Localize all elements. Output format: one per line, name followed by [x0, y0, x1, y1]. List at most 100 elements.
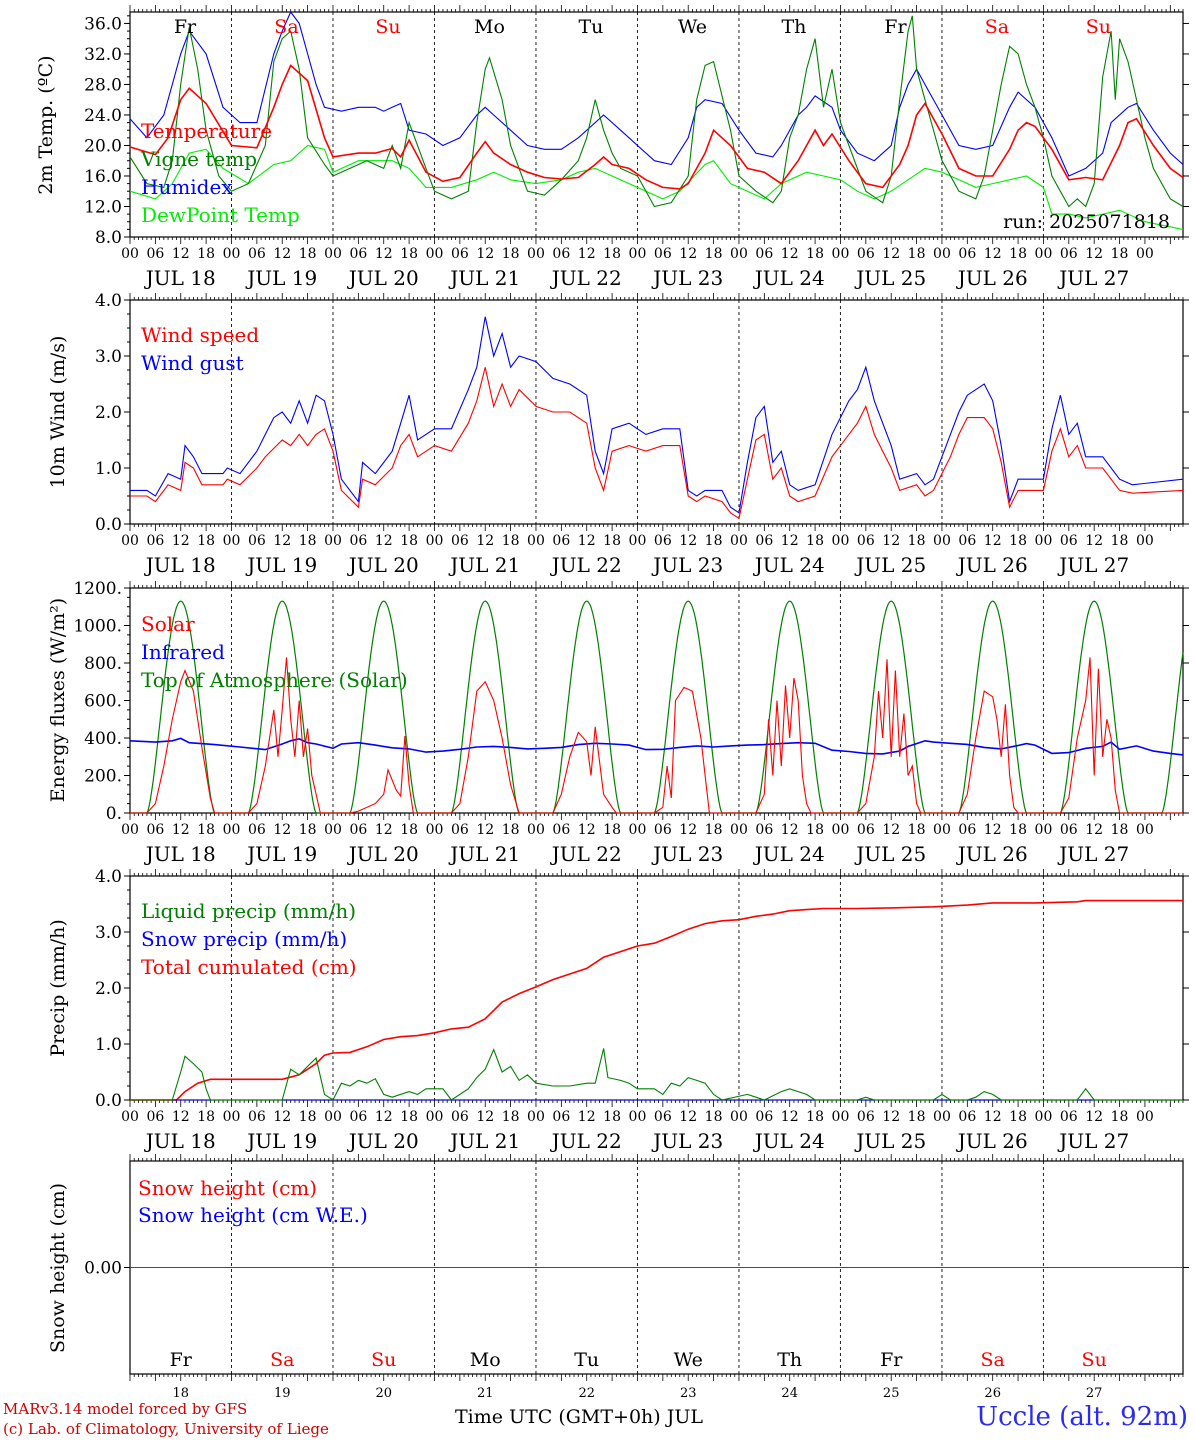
humidex-line [129, 10, 1184, 177]
y-tick-label: 4.0 [95, 867, 122, 887]
weekday-label-top: Fr [174, 16, 197, 38]
y-axis-label: 2m Temp. (ºC) [35, 55, 57, 194]
legend-entry: DewPoint Temp [141, 203, 300, 227]
y-tick-label: 0. [106, 804, 122, 824]
x-tick-label: 12 [984, 822, 1002, 838]
x-tick-label: 00 [527, 822, 545, 838]
weekday-label-bottom: Tu [574, 1349, 599, 1371]
panel-3: 0. 200. 400. 600. 800. 1000. 1200. 00 06 12 18 00 06… [47, 579, 1189, 866]
x-tick-label: 00 [1035, 822, 1053, 838]
x-tick-label: 06 [248, 246, 266, 262]
x-tick-label: 06 [857, 246, 875, 262]
day-label: JUL 20 [347, 266, 419, 290]
y-axis-label: Energy fluxes (W/m²) [47, 598, 69, 802]
x-tick-label: 12 [679, 1109, 697, 1125]
panel-2: 0.0 1.0 2.0 3.0 4.0 00 06 12 18 00 06 12 18 00 06 12 18 0… [47, 291, 1189, 577]
x-tick-label: 12 [781, 1109, 799, 1125]
legend-entry: Humidex [141, 175, 233, 199]
x-tick-label: 12 [781, 533, 799, 549]
day-label: JUL 20 [347, 553, 419, 577]
legend-entry: Snow height (cm W.E.) [138, 1203, 368, 1227]
x-tick-label: 00 [121, 822, 139, 838]
y-tick-label: 1.0 [95, 459, 122, 479]
x-tick-label: 18 [400, 1109, 418, 1125]
time-axis-label: Time UTC (GMT+0h) JUL [455, 1406, 703, 1428]
x-tick-label: 06 [755, 1109, 773, 1125]
x-tick-label: 06 [248, 822, 266, 838]
x-tick-label: 18 [705, 822, 723, 838]
y-tick-label: 2.0 [95, 979, 122, 999]
x-tick-label: 18 [1009, 822, 1027, 838]
x-tick-label: 12 [679, 533, 697, 549]
x-tick-label: 12 [476, 822, 494, 838]
x-tick-label: 18 [197, 822, 215, 838]
x-tick-label: 18 [1009, 1109, 1027, 1125]
x-tick-label: 00 [629, 1109, 647, 1125]
x-tick-label: 12 [476, 246, 494, 262]
x-tick-label: 18 [705, 533, 723, 549]
x-tick-label: 18 [197, 1109, 215, 1125]
legend-entry: Top of Atmosphere (Solar) [141, 668, 408, 692]
x-tick-label: 06 [146, 533, 164, 549]
liquid-precip-mm-h-line [130, 1048, 1183, 1101]
x-tick-label: 12 [1085, 246, 1103, 262]
weekday-label-bottom: Su [371, 1349, 396, 1371]
x-tick-label: 00 [426, 533, 444, 549]
x-tick-label: 00 [730, 533, 748, 549]
x-tick-label: 18 [1111, 1109, 1129, 1125]
x-tick-label: 06 [146, 1109, 164, 1125]
weekday-label-top: We [678, 16, 707, 38]
day-label: JUL 18 [144, 553, 216, 577]
day-label: JUL 26 [956, 1129, 1028, 1153]
x-tick-label: 00 [426, 246, 444, 262]
weekday-label-top: Mo [474, 16, 505, 38]
y-tick-label: 1200. [73, 579, 122, 599]
day-number: 18 [172, 1386, 189, 1400]
y-tick-label: 3.0 [95, 923, 122, 943]
x-tick-label: 18 [502, 822, 520, 838]
weekday-label-top: Su [1086, 16, 1111, 38]
x-tick-label: 06 [552, 822, 570, 838]
x-tick-label: 00 [121, 1109, 139, 1125]
day-number: 25 [883, 1386, 900, 1400]
day-label: JUL 22 [550, 553, 622, 577]
plot-frame [129, 299, 1184, 525]
wind-gust-line [130, 316, 1184, 514]
day-label: JUL 21 [448, 1129, 520, 1153]
x-tick-label: 12 [375, 246, 393, 262]
day-label: JUL 23 [651, 553, 723, 577]
day-label: JUL 23 [651, 1129, 723, 1153]
x-tick-label: 12 [273, 1109, 291, 1125]
x-tick-label: 12 [273, 822, 291, 838]
x-tick-label: 00 [1136, 1109, 1154, 1125]
x-tick-label: 12 [984, 246, 1002, 262]
x-tick-label: 18 [1111, 533, 1129, 549]
x-tick-label: 12 [578, 822, 596, 838]
y-axis-label: 10m Wind (m/s) [47, 336, 69, 489]
x-tick-label: 12 [172, 1109, 190, 1125]
x-tick-label: 12 [1085, 1109, 1103, 1125]
x-tick-label: 06 [451, 1109, 469, 1125]
day-label: JUL 26 [956, 842, 1028, 866]
weekday-label-top: Th [781, 16, 806, 38]
weekday-label-bottom: Mo [470, 1349, 501, 1371]
x-tick-label: 06 [451, 822, 469, 838]
legend-entry: Snow height (cm) [138, 1176, 317, 1200]
x-tick-label: 06 [1060, 533, 1078, 549]
x-tick-label: 00 [324, 822, 342, 838]
x-tick-label: 18 [806, 822, 824, 838]
x-tick-label: 00 [223, 822, 241, 838]
day-label: JUL 25 [854, 266, 926, 290]
weekday-label-top: Su [375, 16, 400, 38]
day-label: JUL 19 [245, 553, 317, 577]
y-axis-label: Precip (mm/h) [47, 919, 69, 1057]
y-tick-label: 28.0 [84, 75, 122, 95]
x-tick-label: 18 [299, 246, 317, 262]
x-tick-label: 06 [552, 533, 570, 549]
x-tick-label: 06 [146, 822, 164, 838]
x-tick-label: 06 [349, 1109, 367, 1125]
legend-entry: Vigne temp [140, 147, 257, 171]
x-tick-label: 00 [933, 246, 951, 262]
x-tick-label: 18 [603, 822, 621, 838]
x-tick-label: 00 [1136, 533, 1154, 549]
